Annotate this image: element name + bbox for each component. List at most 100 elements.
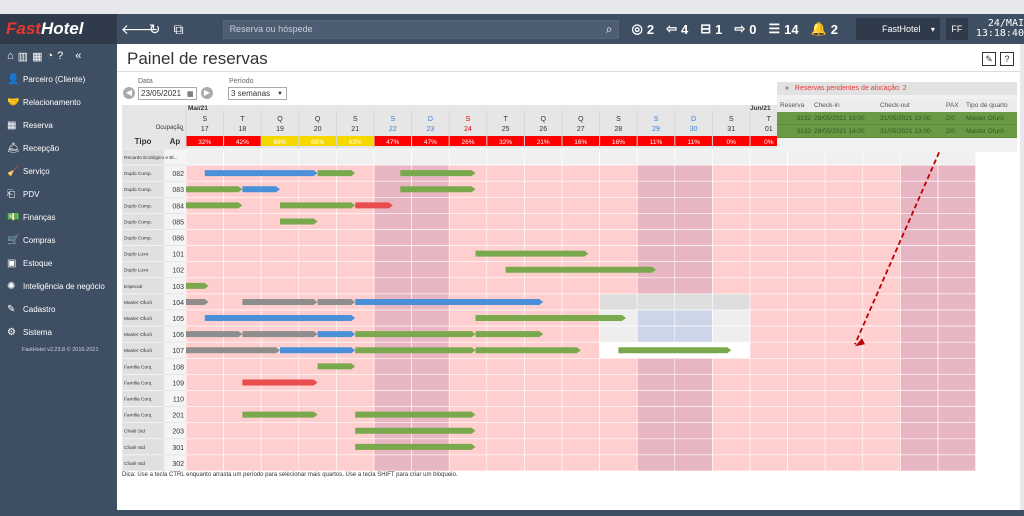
grid-cell[interactable] bbox=[937, 213, 976, 230]
grid-cell[interactable] bbox=[787, 406, 826, 424]
grid-cell[interactable] bbox=[712, 406, 751, 424]
grid-cell[interactable] bbox=[561, 358, 600, 375]
grid-cell[interactable] bbox=[712, 164, 751, 182]
grid-cell[interactable] bbox=[599, 454, 638, 471]
reservation-bar[interactable] bbox=[317, 331, 356, 338]
grid-cell[interactable] bbox=[712, 309, 751, 327]
grid-cell[interactable] bbox=[260, 245, 300, 263]
grid-cell[interactable] bbox=[298, 454, 337, 471]
grid-cell[interactable] bbox=[937, 277, 976, 295]
grid-cell[interactable] bbox=[486, 406, 525, 424]
grid-cell[interactable] bbox=[636, 245, 676, 263]
grid-cell[interactable] bbox=[749, 438, 788, 456]
grid-cell[interactable] bbox=[900, 325, 939, 343]
reservation-bar[interactable] bbox=[317, 298, 356, 305]
grid-cell[interactable] bbox=[862, 293, 901, 311]
grid-cell[interactable] bbox=[937, 261, 976, 279]
grid-cell[interactable] bbox=[824, 277, 864, 295]
sidebar-item-compras[interactable]: 🛒 Compras bbox=[0, 229, 117, 252]
grid-cell[interactable] bbox=[862, 454, 901, 471]
grid-cell[interactable] bbox=[448, 358, 488, 375]
grid-cell[interactable] bbox=[937, 374, 976, 391]
grid-cell[interactable] bbox=[937, 358, 976, 375]
grid-cell[interactable] bbox=[411, 277, 450, 295]
grid-cell[interactable] bbox=[373, 229, 412, 246]
reservation-bar[interactable] bbox=[186, 202, 243, 209]
grid-cell[interactable] bbox=[900, 309, 939, 327]
grid-cell[interactable] bbox=[674, 213, 713, 230]
grid-cell[interactable] bbox=[561, 438, 600, 456]
grid-cell[interactable] bbox=[411, 261, 450, 279]
grid-cell[interactable] bbox=[749, 374, 788, 391]
grid-cell[interactable] bbox=[749, 213, 788, 230]
grid-cell[interactable] bbox=[937, 454, 976, 471]
stat-list[interactable]: ☰ 14 bbox=[768, 21, 798, 37]
reservation-bar[interactable] bbox=[186, 282, 209, 289]
grid-cell[interactable] bbox=[486, 422, 525, 440]
grid-cell[interactable] bbox=[636, 293, 676, 311]
grid-cell[interactable] bbox=[900, 390, 939, 407]
grid-cell[interactable] bbox=[223, 148, 262, 166]
reservation-bar[interactable] bbox=[242, 411, 318, 418]
grid-cell[interactable] bbox=[636, 406, 676, 424]
reservation-bar[interactable] bbox=[475, 315, 626, 322]
grid-cell[interactable] bbox=[712, 277, 751, 295]
grid-cell[interactable] bbox=[824, 358, 864, 375]
grid-cell[interactable] bbox=[937, 245, 976, 263]
help-icon[interactable]: ? bbox=[1000, 52, 1014, 66]
stat-checkout[interactable]: ⇨ 0 bbox=[734, 21, 756, 37]
grid-cell[interactable] bbox=[674, 164, 713, 182]
grid-cell[interactable] bbox=[524, 422, 563, 440]
grid-cell[interactable] bbox=[185, 213, 224, 230]
grid-cell[interactable] bbox=[937, 325, 976, 343]
grid-cell[interactable] bbox=[486, 374, 525, 391]
grid-cell[interactable] bbox=[824, 197, 864, 214]
grid-cell[interactable] bbox=[900, 341, 939, 359]
grid-cell[interactable] bbox=[824, 374, 864, 391]
reservation-bar[interactable] bbox=[400, 186, 476, 193]
grid-cell[interactable] bbox=[824, 406, 864, 424]
grid-cell[interactable] bbox=[599, 422, 638, 440]
grid-cell[interactable] bbox=[862, 325, 901, 343]
grid-cell[interactable] bbox=[223, 261, 262, 279]
grid-cell[interactable] bbox=[900, 422, 939, 440]
grid-cell[interactable] bbox=[486, 197, 525, 214]
grid-cell[interactable] bbox=[599, 213, 638, 230]
grid-cell[interactable] bbox=[749, 197, 788, 214]
grid-cell[interactable] bbox=[185, 438, 224, 456]
grid-cell[interactable] bbox=[862, 277, 901, 295]
grid-cell[interactable] bbox=[561, 454, 600, 471]
sidebar-item-estoque[interactable]: ▣ Estoque bbox=[0, 252, 117, 275]
grid-cell[interactable] bbox=[599, 148, 638, 166]
reservation-bar[interactable] bbox=[317, 170, 356, 177]
grid-cell[interactable] bbox=[787, 309, 826, 327]
grid-cell[interactable] bbox=[862, 390, 901, 407]
sidebar-item-parceiro[interactable]: 👤 Parceiro (Cliente) bbox=[0, 68, 117, 91]
reservation-bar[interactable] bbox=[242, 379, 318, 386]
grid-cell[interactable] bbox=[336, 229, 375, 246]
grid-cell[interactable] bbox=[900, 374, 939, 391]
grid-cell[interactable] bbox=[787, 358, 826, 375]
grid-cell[interactable] bbox=[862, 341, 901, 359]
grid-cell[interactable] bbox=[712, 213, 751, 230]
grid-cell[interactable] bbox=[787, 261, 826, 279]
grid-cell[interactable] bbox=[561, 197, 600, 214]
grid-cell[interactable] bbox=[599, 229, 638, 246]
grid-cell[interactable] bbox=[787, 213, 826, 230]
grid-cell[interactable] bbox=[787, 229, 826, 246]
grid-cell[interactable] bbox=[749, 293, 788, 311]
grid-cell[interactable] bbox=[749, 422, 788, 440]
grid-cell[interactable] bbox=[599, 197, 638, 214]
grid-cell[interactable] bbox=[900, 229, 939, 246]
reservation-bar[interactable] bbox=[280, 218, 318, 225]
reservation-bar[interactable] bbox=[242, 298, 318, 305]
grid-cell[interactable] bbox=[937, 406, 976, 424]
grid-cell[interactable] bbox=[561, 293, 600, 311]
grid-cell[interactable] bbox=[712, 148, 751, 166]
grid-cell[interactable] bbox=[787, 180, 826, 198]
grid-cell[interactable] bbox=[937, 309, 976, 327]
grid-cell[interactable] bbox=[486, 358, 525, 375]
grid-cell[interactable] bbox=[599, 390, 638, 407]
grid-cell[interactable] bbox=[674, 245, 713, 263]
grid-cell[interactable] bbox=[674, 309, 713, 327]
